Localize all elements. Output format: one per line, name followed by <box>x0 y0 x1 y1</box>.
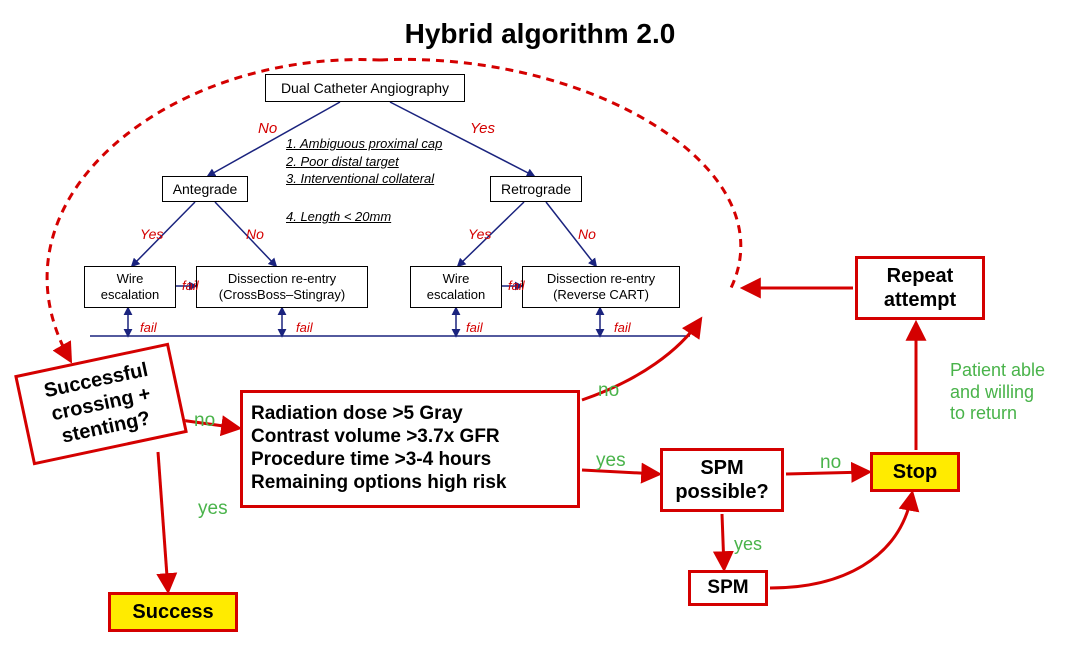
node-antegrade: Antegrade <box>162 176 248 202</box>
edge-label-fail: fail <box>182 278 199 293</box>
node-stop: Stop <box>870 452 960 492</box>
edge-label-patient-return: Patient able and willing to return <box>950 360 1045 425</box>
edge-label-fail: fail <box>296 320 313 335</box>
edge-label-no: no <box>820 452 841 474</box>
node-wire-antegrade: Wire escalation <box>84 266 176 308</box>
edge-label-no: No <box>246 226 264 242</box>
edge-label-fail: fail <box>140 320 157 335</box>
criteria-item: 3. Interventional collateral <box>286 170 442 188</box>
edge-label-yes: Yes <box>140 226 163 242</box>
edge-label-yes: Yes <box>468 226 491 242</box>
node-successful-crossing: Successful crossing + stenting? <box>14 343 188 466</box>
node-success: Success <box>108 592 238 632</box>
edge-label-yes: yes <box>734 534 762 555</box>
edge-label-fail: fail <box>614 320 631 335</box>
edge-label-fail: fail <box>466 320 483 335</box>
edge-label-fail: fail <box>508 278 525 293</box>
node-spm-possible: SPM possible? <box>660 448 784 512</box>
edge-label-no: no <box>194 410 215 432</box>
edge-label-no: No <box>578 226 596 242</box>
criteria-item-4: 4. Length < 20mm <box>286 208 391 226</box>
arrows-layer <box>0 0 1080 664</box>
criteria-item: 2. Poor distal target <box>286 153 442 171</box>
criteria-list: 1. Ambiguous proximal cap 2. Poor distal… <box>286 135 442 188</box>
criteria-item: 1. Ambiguous proximal cap <box>286 135 442 153</box>
node-retrograde: Retrograde <box>490 176 582 202</box>
edge-label-yes: yes <box>198 498 228 520</box>
edge-label-yes: yes <box>596 450 626 472</box>
diagram-title: Hybrid algorithm 2.0 <box>0 18 1080 50</box>
node-spm: SPM <box>688 570 768 606</box>
edge-label-yes: Yes <box>470 120 495 137</box>
node-dual-catheter: Dual Catheter Angiography <box>265 74 465 102</box>
node-repeat-attempt: Repeat attempt <box>855 256 985 320</box>
node-dissection-retrograde: Dissection re-entry (Reverse CART) <box>522 266 680 308</box>
edge-label-no: No <box>258 120 277 137</box>
node-dissection-antegrade: Dissection re-entry (CrossBoss–Stingray) <box>196 266 368 308</box>
edge-label-no: no <box>598 380 619 402</box>
node-threshold-criteria: Radiation dose >5 Gray Contrast volume >… <box>240 390 580 508</box>
node-wire-retrograde: Wire escalation <box>410 266 502 308</box>
